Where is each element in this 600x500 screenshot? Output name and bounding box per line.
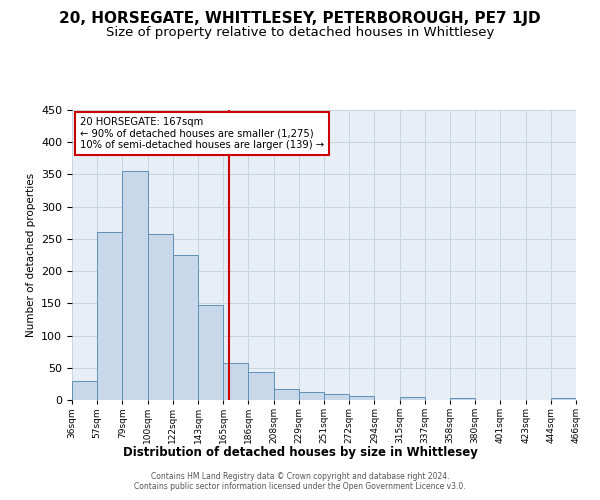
Bar bbox=[198, 306, 223, 400]
Bar bbox=[148, 234, 173, 400]
Bar bbox=[324, 394, 349, 400]
Bar bbox=[551, 398, 576, 400]
Bar bbox=[349, 396, 374, 400]
Bar bbox=[274, 389, 299, 400]
Bar bbox=[97, 232, 122, 400]
Bar bbox=[299, 392, 324, 400]
Text: Size of property relative to detached houses in Whittlesey: Size of property relative to detached ho… bbox=[106, 26, 494, 39]
Bar bbox=[122, 171, 148, 400]
Bar bbox=[248, 372, 274, 400]
Bar bbox=[173, 255, 198, 400]
Text: 20 HORSEGATE: 167sqm
← 90% of detached houses are smaller (1,275)
10% of semi-de: 20 HORSEGATE: 167sqm ← 90% of detached h… bbox=[80, 117, 323, 150]
Y-axis label: Number of detached properties: Number of detached properties bbox=[26, 173, 35, 337]
Bar bbox=[450, 398, 475, 400]
Bar bbox=[223, 364, 248, 400]
Text: Distribution of detached houses by size in Whittlesey: Distribution of detached houses by size … bbox=[122, 446, 478, 459]
Bar bbox=[72, 380, 97, 400]
Text: Contains HM Land Registry data © Crown copyright and database right 2024.
Contai: Contains HM Land Registry data © Crown c… bbox=[134, 472, 466, 491]
Bar bbox=[400, 397, 425, 400]
Text: 20, HORSEGATE, WHITTLESEY, PETERBOROUGH, PE7 1JD: 20, HORSEGATE, WHITTLESEY, PETERBOROUGH,… bbox=[59, 11, 541, 26]
